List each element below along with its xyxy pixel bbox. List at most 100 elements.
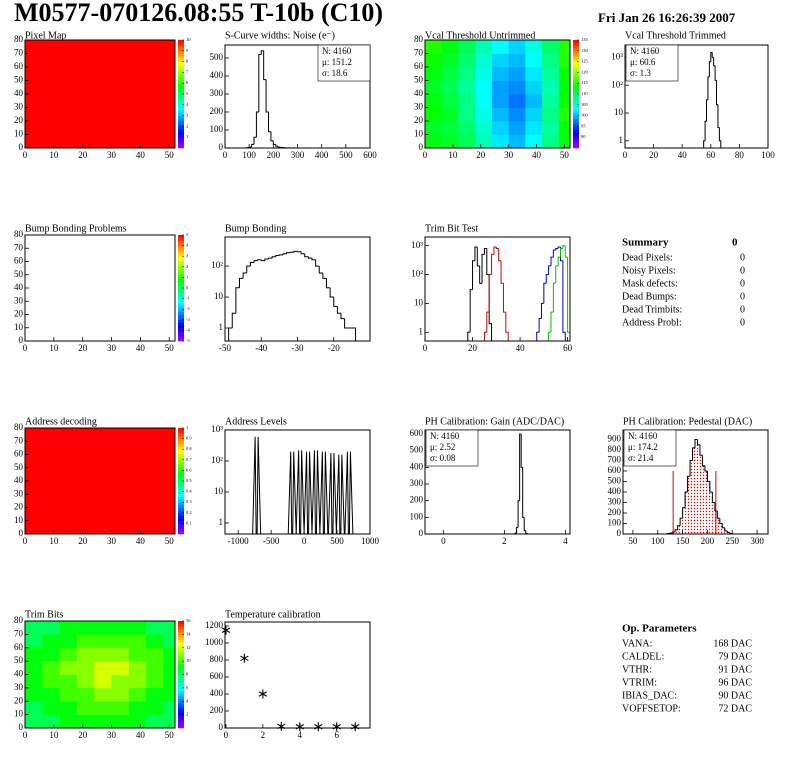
color-scale-step (178, 311, 184, 315)
color-scale-label: 10 (186, 658, 191, 663)
hist-bin (275, 254, 280, 257)
hist-bin (694, 438, 698, 448)
color-scale-step (178, 515, 184, 519)
spike (327, 453, 337, 535)
y-tick-label: 40 (14, 88, 24, 98)
hist-fill (682, 507, 686, 534)
hist-bin (519, 433, 522, 501)
heatmap-cell (94, 647, 112, 662)
heatmap-cell (25, 634, 43, 649)
heatmap-cell (558, 80, 571, 95)
hist-fill (717, 518, 720, 534)
color-scale-step (178, 317, 184, 321)
y-tick-label: 100 (608, 518, 622, 528)
heatmap-cell (475, 121, 493, 135)
hist-bin (493, 246, 497, 255)
heatmap-cell (491, 80, 509, 95)
hist-bin (557, 246, 561, 249)
hist-bin (277, 146, 281, 148)
y-tick-label: 10 (214, 291, 224, 301)
heatmap-cell (163, 687, 176, 702)
heatmap-cell (25, 701, 43, 715)
op-title: Op. Parameters (622, 623, 697, 635)
hist-bin (709, 481, 713, 493)
x-tick-label: 0 (302, 536, 307, 546)
color-scale-step (178, 338, 184, 342)
heatmap-cell (525, 53, 543, 68)
color-scale-step (178, 473, 184, 476)
heatmap-cell (558, 40, 571, 54)
y-tick-label: 70 (14, 435, 24, 445)
hist-bin (555, 265, 559, 284)
color-scale-step (178, 258, 184, 262)
hist-fill (695, 439, 698, 534)
color-scale-step (178, 663, 184, 667)
x-tick-label: 0 (423, 343, 428, 353)
hist-bin (498, 248, 502, 262)
x-tick-label: 200 (267, 150, 281, 160)
y-tick-label: 10 (414, 129, 424, 139)
color-scale-step (178, 642, 184, 646)
color-scale-step (178, 131, 184, 135)
heatmap-cell (163, 621, 176, 635)
panel-title: Address decoding (25, 416, 97, 427)
heatmap-cell (25, 621, 43, 635)
x-tick-label: 0 (423, 150, 428, 160)
y-tick-label: 10 (414, 297, 424, 307)
color-scale-step (573, 53, 579, 57)
color-scale-step (178, 48, 184, 52)
hist-bin (674, 529, 678, 532)
color-scale-step (178, 333, 184, 336)
hist-bin (505, 312, 509, 341)
x-tick-label: 40 (136, 730, 146, 740)
color-scale-step (178, 528, 184, 532)
heatmap-cell (163, 714, 176, 729)
color-scale-step (178, 677, 184, 681)
summary-value: 0 (740, 278, 745, 289)
color-scale-step (178, 104, 184, 108)
color-scale-step (178, 470, 184, 474)
y-tick-label: 0 (19, 722, 24, 732)
heatmap-cell (458, 134, 476, 149)
y-tick-label: 0 (419, 142, 424, 152)
y-tick-label: 400 (210, 70, 224, 80)
x-tick-label: 50 (165, 536, 175, 546)
y-tick-label: 0 (19, 335, 24, 345)
op-label: VANA: (622, 638, 652, 649)
heatmap-cell (558, 134, 571, 149)
op-label: CALDEL: (622, 651, 664, 662)
hist-bin (293, 250, 298, 253)
y-tick-label: 900 (608, 434, 622, 444)
hist-bin (726, 530, 730, 533)
hist-fill (692, 447, 696, 534)
color-scale-step (178, 523, 184, 527)
y-tick-label: 50 (14, 269, 24, 279)
stats-line: σ: 0.08 (430, 453, 456, 463)
heatmap-cell (42, 621, 60, 635)
x-tick-label: 4 (563, 536, 568, 546)
date: Fri Jan 26 16:26:39 2007 (598, 10, 736, 25)
color-scale-step (178, 277, 184, 281)
color-scale-step (178, 496, 184, 500)
plot-frame (225, 237, 370, 341)
color-scale-step (178, 637, 184, 641)
heatmap-cell (458, 40, 476, 54)
heatmap-cell (475, 107, 493, 122)
hist-bin (251, 143, 254, 148)
x-tick-label: 300 (750, 536, 764, 546)
y-tick-label: 20 (14, 695, 24, 705)
color-scale-label: 0 (186, 285, 189, 290)
color-scale-label: -2 (186, 306, 190, 311)
hist-bin (326, 278, 331, 289)
color-scale-step (178, 679, 184, 683)
color-scale-step (178, 430, 184, 434)
x-tick-label: 20 (476, 150, 486, 160)
heatmap-cell (475, 53, 493, 68)
heatmap-cell (42, 701, 60, 715)
hist-bin (538, 318, 542, 333)
color-scale-label: 0.6 (186, 467, 192, 472)
hist-bin (351, 327, 356, 341)
hist-bin (562, 245, 566, 249)
hist-fill (719, 523, 723, 534)
color-scale-step (178, 237, 184, 241)
